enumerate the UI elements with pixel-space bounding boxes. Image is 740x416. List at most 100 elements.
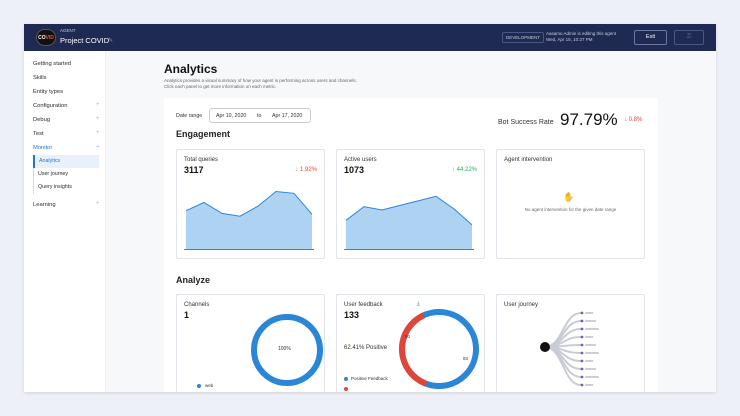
legend-dot (197, 384, 201, 388)
card-channels[interactable]: Channels 1 100% web (176, 294, 325, 392)
date-separator: to (257, 113, 262, 119)
legend-dot (344, 377, 348, 381)
user-journey-graph (540, 311, 599, 387)
sidebar-item-configuration[interactable]: Configuration (33, 103, 68, 109)
edit-status-user: Aasamu Admin is editing this agent (546, 31, 617, 36)
journey-link (544, 346, 582, 378)
area-line (345, 195, 473, 226)
plus-icon[interactable]: + (96, 102, 100, 108)
exit-button[interactable]: Exit (634, 30, 667, 45)
card-title: Channels (184, 302, 210, 308)
feedback-donut (399, 309, 479, 389)
download-icon[interactable]: ⤓ (417, 301, 420, 307)
date-to[interactable]: Apr 17, 2020 (272, 113, 303, 119)
journey-node (580, 335, 584, 339)
card-active-users[interactable]: Active users 1073 ↑ 44.22% (336, 149, 485, 259)
journey-node (580, 359, 584, 363)
journey-node (580, 327, 584, 331)
date-range-picker[interactable]: Apr 10, 2020 to Apr 17, 2020 (209, 108, 311, 123)
minus-icon[interactable]: − (96, 144, 100, 150)
bot-success-rate-change: ↓ 0.8% (624, 117, 643, 123)
journey-node (580, 311, 584, 315)
card-total-queries[interactable]: Total queries 3117 ↓ 1.92% (176, 149, 325, 259)
journey-node-label (585, 352, 599, 354)
channels-donut-ring (251, 314, 323, 386)
edit-status-time: Wed, Apr 15, 10:27 PM (546, 37, 593, 42)
page-description-line: Click each panel to get more information… (164, 84, 277, 89)
negative-count: 50 (405, 334, 411, 339)
legend-web: web (205, 383, 214, 388)
card-title: Total queries (184, 157, 219, 163)
card-user-journey[interactable]: User journey (496, 294, 645, 392)
bot-success-rate-label: Bot Success Rate (498, 119, 554, 126)
sidebar-item-getting-started[interactable]: Getting started (33, 61, 72, 67)
sidebar-item-test[interactable]: Test (33, 131, 44, 137)
analytics-panel: Date range Apr 10, 2020 to Apr 17, 2020 … (164, 98, 658, 392)
plus-icon[interactable]: + (96, 116, 100, 122)
donut-percentage: 100% (278, 346, 291, 352)
card-user-feedback[interactable]: User feedback ⤓ 133 62.41% Positive 50 8… (336, 294, 485, 392)
journey-node-label (585, 384, 593, 386)
lock-icon: ⚿ (686, 34, 692, 40)
journey-node (580, 367, 584, 371)
sidebar-subitem-user-journey[interactable]: User journey (33, 168, 99, 181)
plus-icon[interactable]: + (96, 201, 100, 207)
project-name[interactable]: Project COVID (60, 36, 110, 45)
card-title: Active users (344, 157, 377, 163)
journey-node-label (585, 344, 596, 346)
sidebar-item-learning[interactable]: Learning (33, 202, 56, 208)
journey-node (580, 375, 584, 379)
date-from[interactable]: Apr 10, 2020 (216, 113, 247, 119)
sidebar-item-monitor[interactable]: Monitor (33, 145, 53, 151)
section-title-analyze: Analyze (176, 275, 211, 285)
active-users-chart (344, 195, 474, 250)
plus-icon[interactable]: + (96, 130, 100, 136)
bot-success-rate-value: 97.79% (560, 110, 618, 129)
card-title: Agent intervention (504, 157, 553, 163)
journey-node (580, 351, 584, 355)
agent-caption: AGENT (60, 28, 76, 33)
page-title: Analytics (164, 62, 218, 76)
card-value: 3117 (184, 165, 204, 175)
agent-logo: COVID (36, 29, 56, 46)
journey-node-label (585, 320, 596, 322)
positive-percentage: 62.41% Positive (344, 345, 388, 351)
journey-node-label (585, 328, 599, 330)
lock-button[interactable]: ⚿ (674, 30, 704, 45)
sidebar-item-skills[interactable]: Skills (33, 75, 47, 81)
sidebar-item-debug[interactable]: Debug (33, 117, 51, 123)
legend-dot (344, 387, 348, 391)
sidebar-item-entity-types[interactable]: Entity types (33, 89, 63, 95)
journey-node-label (585, 312, 593, 314)
main-content: Analytics Analytics provides a visual su… (106, 51, 716, 392)
page-description-line: Analytics provides a visual summary of h… (164, 78, 357, 83)
card-value: 133 (344, 310, 360, 320)
area-line (185, 190, 313, 217)
section-title-engagement: Engagement (176, 129, 231, 139)
area-fill (346, 196, 472, 250)
intervention-message: No agent intervention for the given date… (524, 207, 617, 212)
top-bar: COVID AGENT Project COVID ✎ DEVELOPMENT … (24, 24, 716, 51)
journey-node-label (585, 336, 593, 338)
journey-node (580, 319, 584, 323)
card-change: ↓ 1.92% (295, 167, 317, 173)
pencil-icon[interactable]: ✎ (108, 38, 114, 44)
environment-badge: DEVELOPMENT (502, 32, 544, 43)
positive-count: 83 (463, 356, 469, 361)
sidebar-subitem-query-insights[interactable]: Query insights (33, 181, 99, 194)
feedback-negative-arc (399, 312, 428, 387)
card-agent-intervention[interactable]: Agent intervention ✋ No agent interventi… (496, 149, 645, 259)
area-fill (186, 191, 312, 250)
page-description: Analytics provides a visual summary of h… (164, 78, 484, 90)
sidebar: Getting started Skills Entity types Conf… (24, 51, 106, 392)
channels-donut (251, 314, 323, 386)
journey-node-label (585, 368, 596, 370)
journey-node-label (585, 360, 593, 362)
card-value: 1073 (344, 165, 365, 175)
card-title: User journey (504, 302, 539, 308)
card-change: ↑ 44.22% (451, 167, 477, 173)
edit-status: Aasamu Admin is editing this agent Wed, … (546, 31, 616, 43)
date-range-label: Date range (176, 113, 203, 119)
sidebar-subitem-analytics[interactable]: Analytics (33, 155, 99, 168)
legend-positive: Positive Feedback (351, 376, 388, 381)
